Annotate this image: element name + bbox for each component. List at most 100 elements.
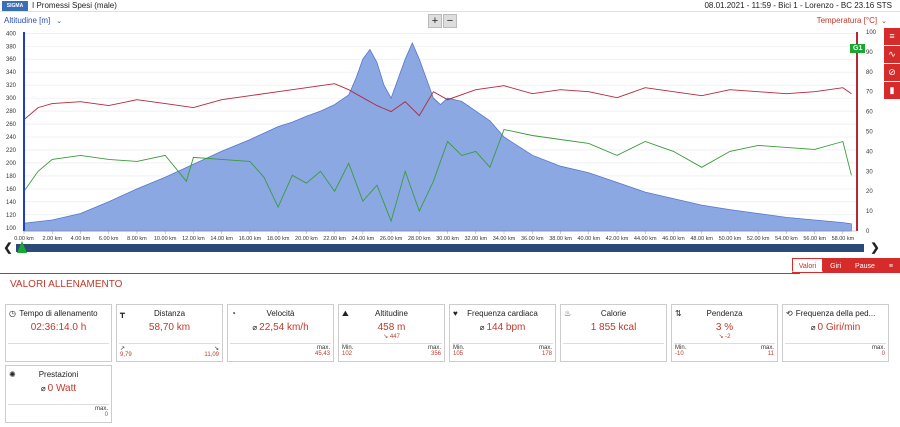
card-value-text: 02:36:14.0 h [30, 322, 87, 333]
x-tick-label: 18,00 km [267, 236, 290, 240]
tab-valori[interactable]: Valori [791, 258, 824, 272]
x-tick-label: 50,00 km [719, 236, 742, 240]
panel-title: VALORI ALLENAMENTO [10, 279, 123, 290]
left-axis-selector[interactable]: Altitudine [m] ⌄ [4, 16, 62, 25]
left-tick-label: 380 [6, 44, 17, 50]
left-tick-label: 360 [6, 57, 17, 63]
average-icon: ⌀ [810, 323, 816, 332]
card-divider [341, 343, 442, 344]
card-title-text: Altitudine [375, 309, 408, 318]
card-value: ⌀ 0 Giri/min [783, 322, 888, 333]
tab-pause[interactable]: Pause [848, 258, 882, 272]
card-title: ✺ Prestazioni [6, 370, 111, 379]
right-axis-label: Temperatura [°C] [816, 16, 878, 25]
left-tick-label: 220 [6, 148, 17, 154]
x-tick-label: 6,00 km [99, 236, 119, 240]
right-tick-label: 70 [866, 90, 873, 96]
panel-divider [0, 273, 800, 274]
zoom-in-button[interactable]: + [428, 14, 442, 28]
card-min-label: ↗ [120, 346, 126, 352]
card-value-text: 58,70 km [148, 322, 191, 333]
card-min-value: 105 [453, 351, 464, 357]
right-tick-label: 60 [866, 110, 873, 116]
value-card[interactable]: ✺ Prestazioni ⌀ 0 Watt max. 0 [5, 365, 112, 423]
navigator-handle[interactable] [17, 241, 27, 253]
x-tick-label: 36,00 km [521, 236, 544, 240]
value-card[interactable]: ⟲ Frequenza della ped... ⌀ 0 Giri/min max. 0 [782, 304, 889, 362]
bar-chart-icon[interactable]: ▮ [884, 82, 900, 99]
card-max-value: 0 [881, 351, 885, 357]
card-title-text: Velocità [266, 309, 295, 318]
right-tick-label: 30 [866, 169, 873, 175]
left-tick-label: 320 [6, 83, 17, 89]
card-title: ♨ Calorie [561, 309, 666, 318]
cadence-icon: ⟲ [786, 309, 793, 318]
value-card[interactable]: ♨ Calorie 1 855 kcal [560, 304, 667, 362]
speed-line [23, 128, 852, 223]
card-max-label: max. [94, 406, 108, 412]
filter-icon[interactable]: ⊘ [884, 64, 900, 81]
panel-tabs: Valori Giri Pause ≡ [791, 258, 900, 273]
left-tick-label: 160 [6, 187, 17, 193]
left-tick-label: 240 [6, 135, 17, 141]
card-title-text: Distanza [153, 309, 186, 318]
card-value-text: 3 % [715, 322, 734, 333]
x-tick-label: 22,00 km [323, 236, 346, 240]
card-value: ⌀ 0 Watt [6, 383, 111, 394]
value-card[interactable]: ⇅ Pendenza 3 % ↘ -2 Min. -10 max. 11 [671, 304, 778, 362]
x-tick-label: 56,00 km [803, 236, 826, 240]
card-divider [452, 343, 553, 344]
card-title: ◔ Velocità [228, 309, 333, 318]
card-title-text: Frequenza cardiaca [467, 309, 538, 318]
card-max: max. 11 [761, 345, 774, 357]
card-max: max. 178 [539, 345, 552, 357]
left-tick-label: 200 [6, 161, 17, 167]
heart-rate-line [23, 83, 852, 120]
g1-marker[interactable]: G1 [850, 44, 866, 53]
x-tick-label: 2,00 km [42, 236, 62, 240]
left-axis-label: Altitudine [m] [4, 16, 51, 25]
value-card[interactable]: ⛰ Altitudine 458 m ↘ 447 Min. 102 max. 356 [338, 304, 445, 362]
card-title-text: Tempo di allenamento [19, 309, 98, 318]
card-value: 458 m [339, 322, 444, 333]
card-title-text: Calorie [600, 309, 627, 318]
x-tick-label: 46,00 km [662, 236, 685, 240]
value-card[interactable]: ┳ Distanza 58,70 km ↗ 9,79 ↘ 11,09 [116, 304, 223, 362]
value-card[interactable]: ◷ Tempo di allenamento 02:36:14.0 h [5, 304, 112, 362]
x-tick-label: 54,00 km [775, 236, 798, 240]
card-max: ↘ 11,09 [204, 345, 219, 358]
left-tick-label: 280 [6, 109, 17, 115]
card-min-value: -10 [675, 351, 684, 357]
card-title: ┳ Distanza [117, 309, 222, 318]
right-axis-selector[interactable]: Temperatura [°C] ⌄ [817, 16, 887, 25]
x-tick-label: 14,00 km [210, 236, 233, 240]
value-card[interactable]: ◔ Velocità ⌀ 22,54 km/h max. 45,43 [227, 304, 334, 362]
x-tick-label: 0,00 km [14, 236, 34, 240]
card-min-value: 102 [342, 351, 353, 357]
scroll-left-button[interactable]: ❮ [3, 242, 13, 254]
altitude-area [23, 41, 852, 232]
chart-navigator: ❮ ❯ [0, 240, 900, 256]
tab-giri[interactable]: Giri [823, 258, 849, 272]
card-max-label: max. [316, 345, 330, 351]
card-value-text: 0 Watt [47, 383, 77, 394]
training-chart[interactable]: 4003803603403203002802602402202001801601… [0, 29, 900, 240]
card-title-text: Pendenza [706, 309, 743, 318]
value-card[interactable]: ♥ Frequenza cardiaca ⌀ 144 bpm Min. 105 max. 17… [449, 304, 556, 362]
scroll-right-button[interactable]: ❯ [870, 242, 880, 254]
card-title: ♥ Frequenza cardiaca [450, 309, 555, 318]
road-icon: ┳ [120, 309, 125, 318]
line-chart-icon[interactable]: ∿ [884, 46, 900, 63]
x-tick-label: 52,00 km [747, 236, 770, 240]
list-icon[interactable]: ≡ [884, 28, 900, 45]
card-max: max. 0 [95, 406, 108, 418]
card-max: max. 356 [428, 345, 441, 357]
menu-icon[interactable]: ≡ [881, 258, 900, 272]
chevron-down-icon: ⌄ [881, 18, 887, 25]
x-tick-label: 28,00 km [408, 236, 431, 240]
navigator-track[interactable] [16, 244, 864, 252]
left-tick-label: 100 [6, 226, 17, 232]
zoom-out-button[interactable]: − [443, 14, 457, 28]
card-divider [563, 343, 664, 344]
card-divider [8, 404, 109, 405]
